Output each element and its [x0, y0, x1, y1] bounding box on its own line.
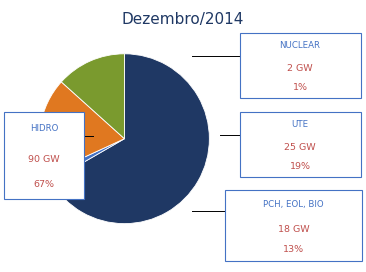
Text: 18 GW: 18 GW: [278, 225, 310, 234]
FancyBboxPatch shape: [240, 33, 361, 98]
Text: 1%: 1%: [293, 83, 307, 92]
Wedge shape: [51, 54, 209, 224]
Wedge shape: [40, 82, 124, 174]
Wedge shape: [61, 54, 124, 139]
Text: UTE: UTE: [292, 120, 309, 129]
Wedge shape: [47, 139, 124, 181]
Text: Dezembro/2014: Dezembro/2014: [122, 12, 244, 27]
Text: PCH, EOL, BIO: PCH, EOL, BIO: [264, 200, 324, 209]
Text: 25 GW: 25 GW: [284, 143, 316, 152]
Text: 67%: 67%: [33, 180, 55, 189]
Text: HIDRO: HIDRO: [30, 124, 58, 134]
FancyBboxPatch shape: [240, 112, 361, 177]
Text: 19%: 19%: [290, 162, 311, 171]
Text: 13%: 13%: [283, 245, 304, 254]
Text: 2 GW: 2 GW: [287, 64, 313, 73]
Text: 90 GW: 90 GW: [28, 155, 60, 164]
FancyBboxPatch shape: [4, 112, 84, 199]
FancyBboxPatch shape: [225, 190, 362, 261]
Text: NUCLEAR: NUCLEAR: [280, 41, 321, 50]
